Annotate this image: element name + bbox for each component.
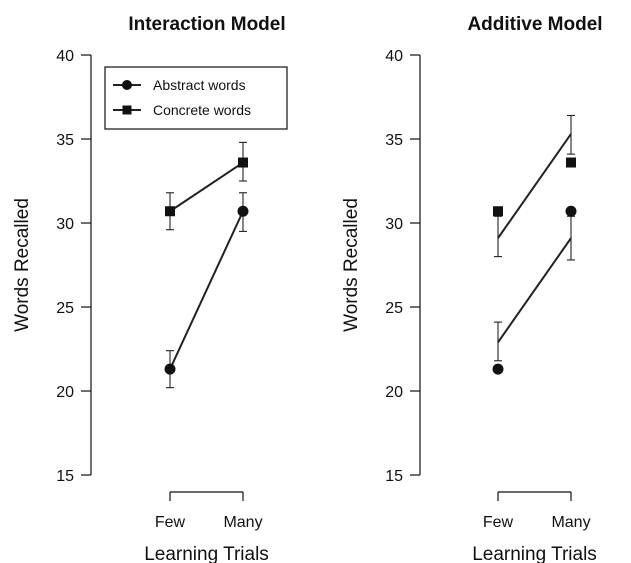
- y-tick-label: 35: [56, 132, 74, 149]
- y-tick-label: 25: [56, 300, 74, 317]
- data-point-square: [238, 158, 248, 168]
- y-axis-label: Words Recalled: [341, 198, 362, 332]
- legend-entry: Abstract words: [153, 77, 246, 93]
- series-line: [498, 238, 571, 342]
- y-axis-label: Words Recalled: [12, 198, 33, 332]
- x-axis-label: Learning Trials: [472, 544, 597, 563]
- data-point-square: [165, 206, 175, 216]
- legend-entry: Concrete words: [153, 102, 251, 118]
- x-tick-label: Many: [223, 514, 262, 531]
- data-point-circle: [238, 206, 249, 217]
- y-tick-label: 15: [385, 468, 403, 485]
- series-concrete: [493, 115, 576, 256]
- y-tick-label: 20: [385, 384, 403, 401]
- data-point-circle: [165, 364, 176, 375]
- y-tick-label: 30: [56, 216, 74, 233]
- series-line: [170, 211, 243, 369]
- data-point-square: [493, 206, 503, 216]
- data-point-square: [566, 158, 576, 168]
- y-tick-label: 40: [56, 48, 74, 65]
- series-line: [498, 134, 571, 238]
- series-concrete: [165, 142, 248, 229]
- y-tick-label: 30: [385, 216, 403, 233]
- y-tick-label: 35: [385, 132, 403, 149]
- data-point-circle: [566, 206, 577, 217]
- chart-title: Additive Model: [467, 14, 602, 35]
- chart-title: Interaction Model: [128, 14, 285, 35]
- x-tick-label: Many: [551, 514, 590, 531]
- y-tick-label: 15: [56, 468, 74, 485]
- x-axis-label: Learning Trials: [144, 544, 269, 563]
- chart-panel-2: Additive Model 15 20 25 30 35 40 Words Recalled…: [341, 14, 603, 563]
- chart-panel-1: Interaction Model 15 20 25 30 35 40 Words Recal…: [12, 14, 287, 563]
- x-tick-label: Few: [483, 514, 514, 531]
- y-tick-label: 25: [385, 300, 403, 317]
- y-tick-label: 40: [385, 48, 403, 65]
- data-point-circle: [493, 364, 504, 375]
- x-tick-label: Few: [155, 514, 186, 531]
- series-abstract: [493, 206, 577, 375]
- legend-marker-circle: [122, 80, 132, 90]
- series-abstract: [165, 193, 249, 388]
- y-tick-label: 20: [56, 384, 74, 401]
- series-line: [170, 163, 243, 212]
- legend: Abstract words Concrete words: [105, 67, 287, 129]
- legend-marker-square: [123, 106, 132, 115]
